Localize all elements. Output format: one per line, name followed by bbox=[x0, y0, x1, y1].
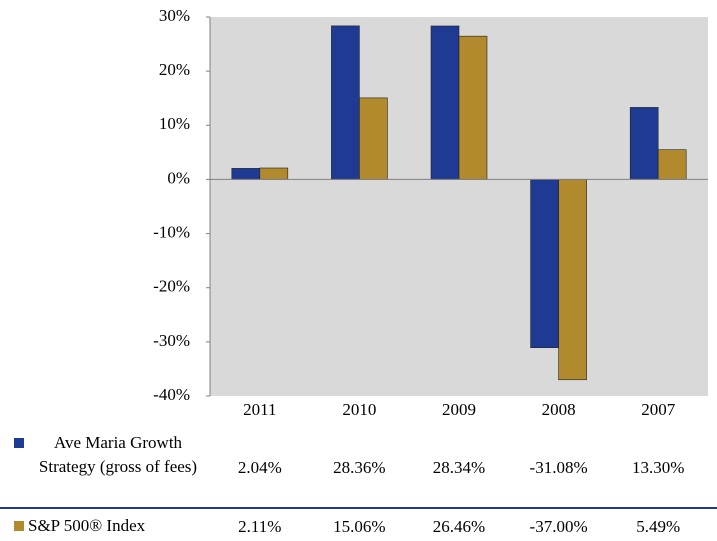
y-tick-label: 20% bbox=[159, 60, 190, 79]
bar bbox=[231, 168, 261, 180]
bar bbox=[657, 149, 687, 180]
y-tick-label: -40% bbox=[153, 385, 190, 404]
legend-label: S&P 500® Index bbox=[28, 516, 146, 535]
y-tick-label: -10% bbox=[153, 222, 190, 241]
x-tick-label: 2009 bbox=[442, 400, 476, 419]
table-value: 5.49% bbox=[636, 517, 681, 536]
table-value: 2.11% bbox=[238, 517, 282, 536]
legend-swatch bbox=[14, 521, 24, 531]
bar bbox=[458, 35, 488, 180]
table-value: -37.00% bbox=[529, 517, 588, 536]
bar bbox=[259, 167, 289, 180]
table-value: 28.34% bbox=[432, 458, 486, 477]
bar bbox=[530, 179, 559, 349]
x-tick-label: 2007 bbox=[641, 400, 676, 419]
table-value: 15.06% bbox=[333, 517, 386, 536]
bar bbox=[629, 107, 659, 180]
x-tick-label: 2010 bbox=[342, 400, 376, 419]
table-value: 28.36% bbox=[333, 458, 386, 477]
y-tick-label: 30% bbox=[159, 6, 190, 25]
table-value: 26.46% bbox=[432, 517, 486, 536]
y-tick-label: -30% bbox=[153, 331, 190, 350]
table-value: 13.30% bbox=[631, 458, 685, 477]
x-tick-label: 2008 bbox=[542, 400, 576, 419]
legend-label: Ave Maria Growth Strategy (gross of fees… bbox=[38, 433, 198, 476]
bar bbox=[359, 97, 388, 180]
table-value: -31.08% bbox=[529, 458, 588, 477]
bar bbox=[331, 25, 360, 180]
legend-swatch bbox=[14, 438, 24, 448]
bar bbox=[558, 179, 587, 381]
y-tick-label: 10% bbox=[159, 114, 190, 133]
table-value: 2.04% bbox=[237, 458, 282, 477]
y-tick-label: 0% bbox=[167, 168, 190, 187]
x-tick-label: 2011 bbox=[243, 400, 276, 419]
y-tick-label: -20% bbox=[153, 277, 190, 296]
bar bbox=[430, 25, 460, 180]
